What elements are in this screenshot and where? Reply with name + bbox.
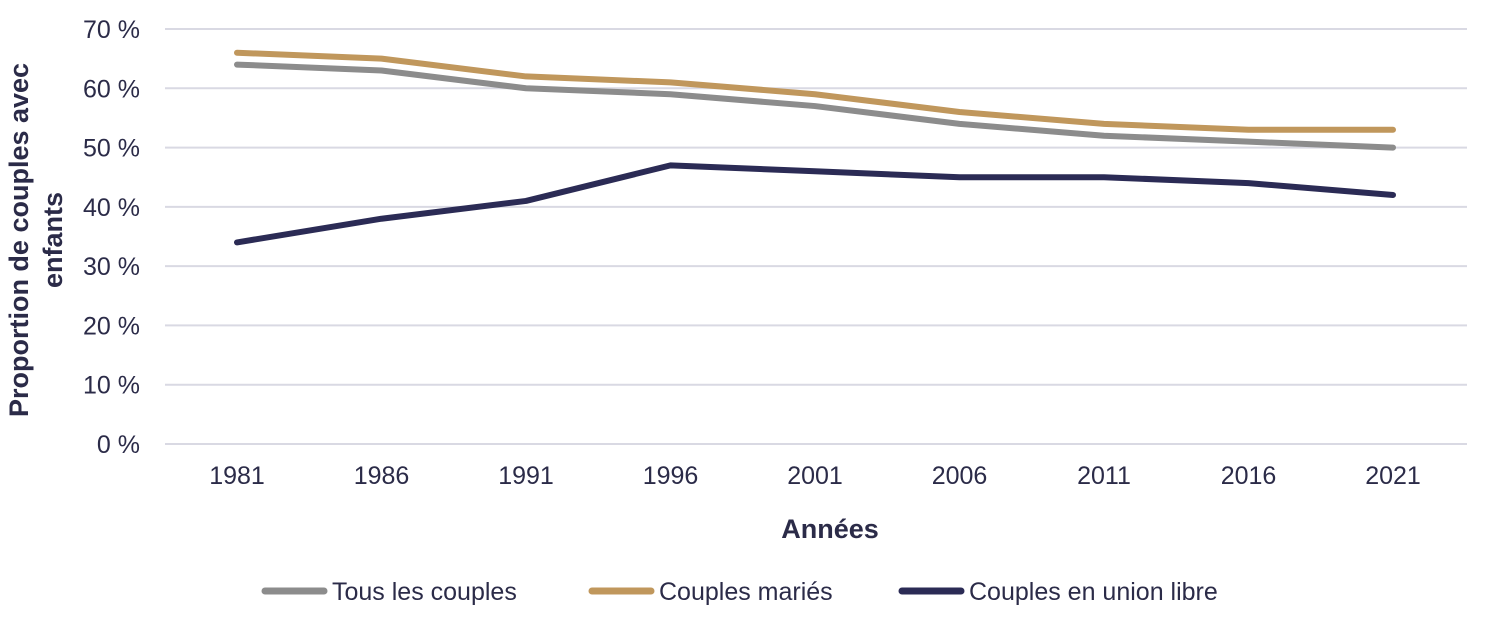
x-tick-label: 2001: [787, 462, 843, 490]
x-tick-label: 2021: [1365, 462, 1421, 490]
y-tick-label: 40 %: [83, 194, 140, 222]
y-tick-label: 30 %: [83, 253, 140, 281]
y-tick-label: 0 %: [97, 431, 140, 459]
x-axis-ticks: 1981 1986 1991 1996 2001 2006 2011 2016 2021: [209, 462, 1421, 490]
legend-label: Couples mariés: [659, 578, 833, 606]
y-axis-title-line-2: enfants: [38, 192, 68, 288]
y-axis-title-line-1: Proportion de couples avec: [4, 63, 34, 417]
x-tick-label: 2011: [1077, 462, 1131, 490]
series-line-1: [234, 49, 1396, 133]
legend-label: Tous les couples: [332, 578, 517, 606]
x-tick-label: 2006: [932, 462, 988, 490]
y-tick-label: 20 %: [83, 312, 140, 340]
x-tick-label: 2016: [1221, 462, 1277, 490]
y-tick-label: 60 %: [83, 75, 140, 103]
x-tick-label: 1981: [209, 462, 265, 490]
x-tick-label: 1996: [643, 462, 699, 490]
gridlines: [165, 28, 1467, 445]
y-axis-ticks: 0 % 10 % 20 % 30 % 40 % 50 % 60 % 70 %: [83, 16, 140, 459]
legend-label: Couples en union libre: [969, 578, 1218, 606]
y-tick-label: 10 %: [83, 372, 140, 400]
x-tick-label: 1991: [498, 462, 554, 490]
x-axis-title: Années: [781, 514, 879, 544]
x-tick-label: 1986: [354, 462, 410, 490]
legend: Tous les couples Couples mariés Couples en…: [261, 578, 1218, 606]
series-lines: [234, 49, 1396, 246]
series-line-2: [234, 162, 1396, 246]
y-tick-label: 70 %: [83, 16, 140, 44]
y-tick-label: 50 %: [83, 135, 140, 163]
